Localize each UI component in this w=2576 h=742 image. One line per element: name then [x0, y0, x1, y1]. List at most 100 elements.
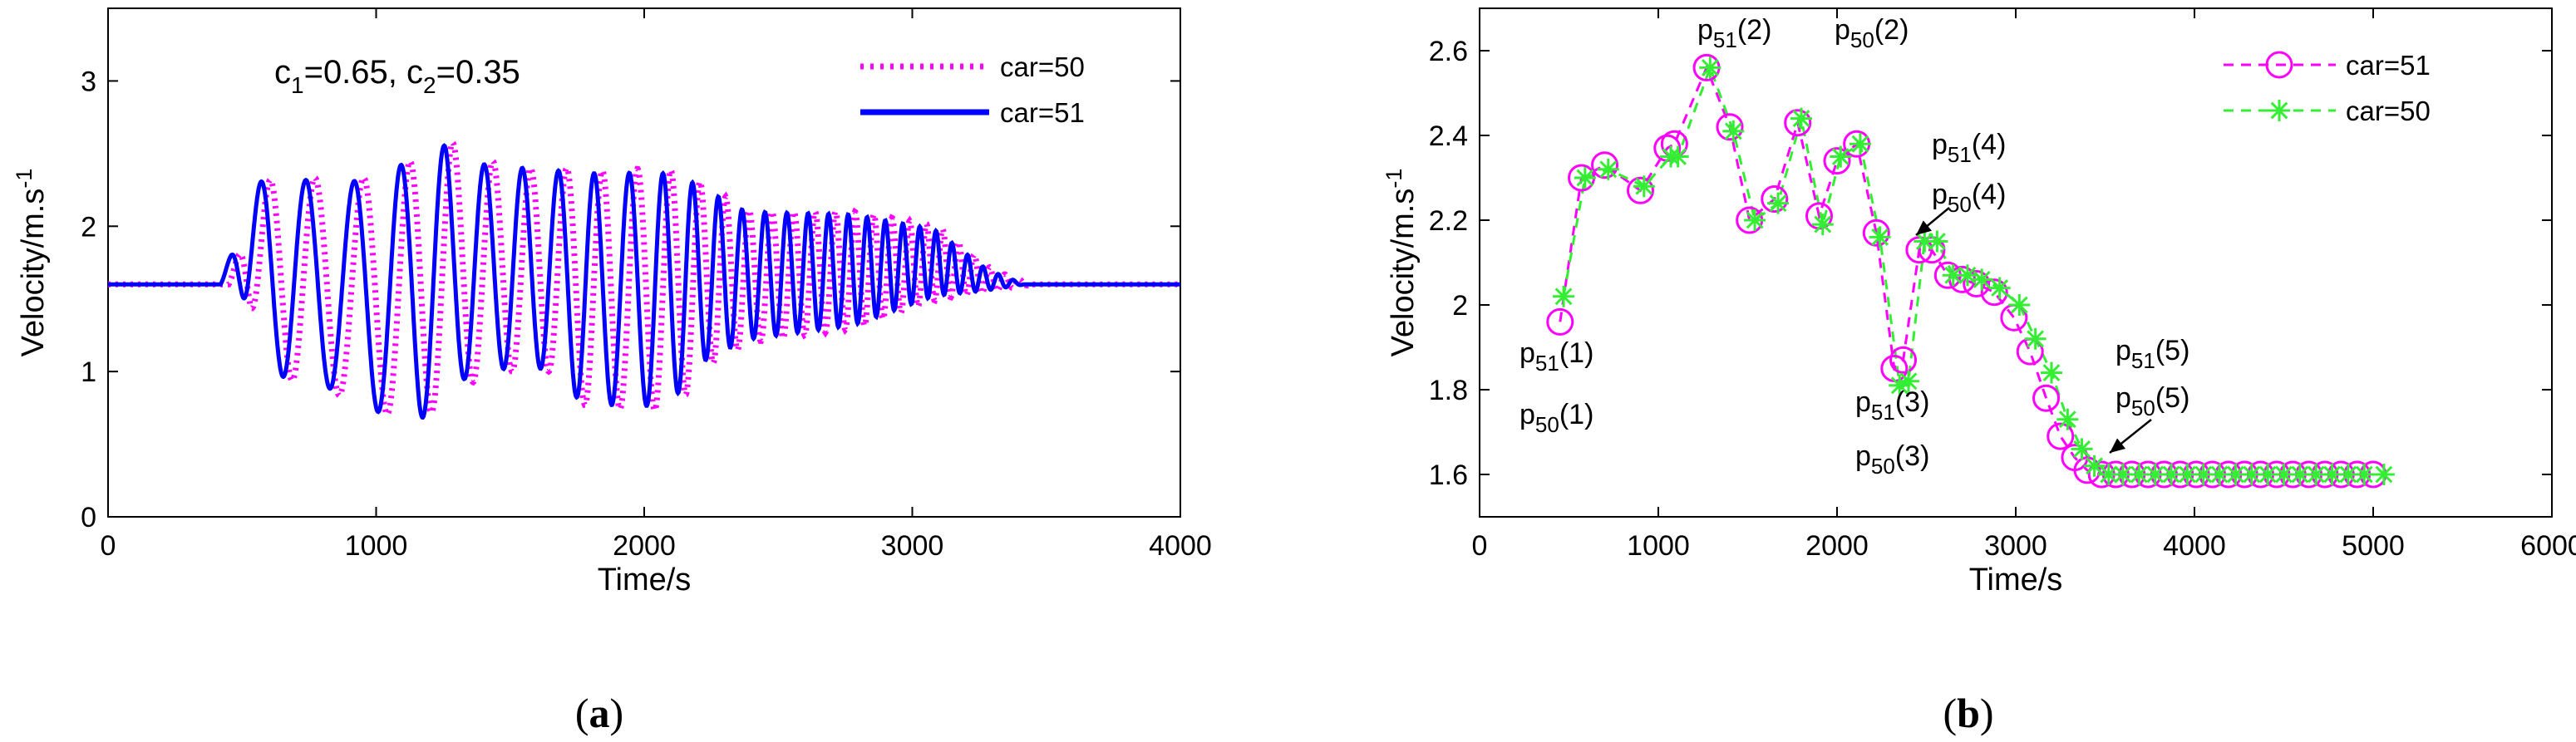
chart-b-point-car-50	[1699, 57, 1721, 79]
chart-b-ylabel: Velocity/m.s-1	[1382, 169, 1421, 357]
chart-b-point-car-51	[2032, 384, 2061, 412]
chart-a-xtick-label: 2000	[613, 530, 676, 562]
chart-b-point-car-50	[2209, 464, 2231, 485]
chart-b-point-car-51	[1862, 219, 1890, 247]
chart-b-point-car-50	[1722, 120, 1745, 142]
chart-b-point-car-50	[2071, 438, 2093, 460]
chart-b-point-car-51	[1591, 151, 1618, 179]
chart-b-point-car-50	[2144, 464, 2166, 485]
chart-b-point-car-50	[2056, 408, 2079, 430]
chart-b-ytick-label: 2.6	[1429, 36, 1468, 67]
chart-b-point-car-50	[1830, 145, 1852, 168]
chart-b-xtick-label: 0	[1472, 530, 1488, 562]
chart-b-annotation-label: p51(3)	[1855, 386, 1929, 425]
chart-b-point-car-51	[1823, 147, 1851, 175]
chart-a-series-car-51	[108, 143, 1180, 420]
chart-b-point-car-51	[1784, 109, 1812, 137]
chart-b: 0 1000 2000 3000 4000 5000 6000 1.6 1.8 2 2.2 2.4 2…	[1382, 7, 2576, 736]
chart-a-xtick-label: 3000	[881, 530, 944, 562]
chart-b-point-car-50	[1956, 264, 1978, 287]
chart-b-frame	[1479, 7, 2553, 518]
legend-b-car51-label: car=51	[2346, 50, 2431, 81]
legend-b-car51-marker	[2265, 51, 2293, 79]
chart-a-ytick-label: 0	[81, 502, 96, 533]
chart-b-point-car-50	[1988, 277, 2011, 299]
chart-b-ytick-label: 2	[1452, 290, 1468, 322]
chart-b-xlabel: Time/s	[1969, 563, 2063, 597]
chart-a-frame	[107, 7, 1181, 518]
chart-b-point-car-50	[1926, 230, 1948, 253]
chart-b-annotation-label: p51(5)	[2115, 335, 2189, 373]
chart-b-point-car-50	[1811, 214, 1834, 236]
chart-b-point-car-50	[2372, 464, 2395, 485]
chart-a-ytick-label: 2	[81, 211, 96, 243]
chart-b-point-car-51	[1546, 307, 1574, 336]
chart-b-point-car-50	[2128, 464, 2150, 485]
chart-b-annotation-arrowhead	[1916, 220, 1932, 235]
chart-b-xtick-label: 3000	[1984, 530, 2047, 562]
chart-b-xtick-label: 5000	[2342, 530, 2405, 562]
chart-a-xtick-label: 1000	[345, 530, 408, 562]
chart-b-annotation-label: p50(5)	[2115, 382, 2189, 420]
chart-a-caption: (a)	[575, 690, 623, 736]
chart-b-point-car-50	[1574, 167, 1596, 189]
chart-b-point-car-51	[1980, 278, 2008, 307]
chart-b-point-car-50	[2176, 464, 2199, 485]
chart-a-xtick-label: 4000	[1149, 530, 1212, 562]
chart-b-annotation-arrowhead	[2110, 438, 2126, 453]
chart-b-point-car-50	[1667, 145, 1689, 168]
legend-b-car50-label: car=50	[2346, 96, 2431, 126]
chart-b-annotation-label: p51(2)	[1697, 14, 1771, 52]
chart-b-point-car-50	[1597, 158, 1619, 180]
chart-b-caption: (b)	[1943, 690, 1993, 736]
chart-b-point-car-51	[1889, 346, 1918, 374]
chart-b-point-car-51	[1716, 113, 1744, 141]
chart-b-point-car-50	[1898, 370, 1919, 392]
chart-b-point-car-50	[2041, 361, 2062, 384]
legend-b-car50-marker	[2268, 100, 2290, 121]
chart-b-point-car-50	[1553, 285, 1575, 307]
chart-b-point-car-50	[1790, 107, 1812, 130]
chart-a-ylabel: Velocity/m.s-1	[12, 169, 51, 357]
chart-b-point-car-50	[2112, 464, 2134, 485]
chart-a-ytick-label: 1	[81, 356, 96, 388]
chart-b-point-car-50	[2305, 464, 2327, 485]
chart-b-ytick-label: 1.8	[1429, 375, 1468, 406]
chart-b-point-car-50	[1633, 175, 1655, 198]
chart-b-annotation-label: p50(3)	[1855, 440, 1929, 479]
chart-b-annotation-label: p50(2)	[1835, 14, 1909, 52]
chart-b-ytick-label: 2.4	[1429, 120, 1468, 152]
chart-a-ytick-label: 3	[81, 66, 96, 97]
legend-b-star	[2268, 100, 2290, 121]
chart-b-series-car-50	[1562, 64, 2384, 476]
chart-b-annotation-label: p51(1)	[1519, 337, 1593, 376]
chart-b-annotation-label: p51(4)	[1932, 129, 2006, 167]
chart-a-xlabel: Time/s	[598, 563, 692, 597]
legend-a-car51-label: car=51	[1000, 97, 1085, 128]
chart-b-point-car-50	[2024, 327, 2047, 350]
chart-b-xtick-label: 6000	[2520, 530, 2576, 562]
chart-b-point-car-50	[1869, 226, 1891, 248]
chart-b-point-car-50	[2353, 464, 2376, 485]
chart-b-annotation-label: p50(4)	[1932, 179, 2006, 217]
chart-b-ytick-label: 2.2	[1429, 205, 1468, 237]
chart-b-point-car-50	[2008, 294, 2031, 316]
chart-b-xtick-label: 1000	[1627, 530, 1690, 562]
chart-b-xtick-label: 4000	[2163, 530, 2226, 562]
chart-b-annotation-label: p50(1)	[1519, 399, 1593, 437]
chart-b-point-car-50	[2288, 464, 2311, 485]
chart-b-point-car-50	[1849, 133, 1871, 155]
chart-b-point-car-50	[1971, 268, 1993, 291]
chart-b-point-car-50	[2083, 455, 2106, 477]
chart-a-annotation: c1=0.65, c2=0.35	[274, 54, 520, 98]
chart-b-point-car-51	[2047, 422, 2075, 450]
chart-b-point-car-51	[1963, 270, 1991, 297]
chart-b-xtick-label: 2000	[1805, 530, 1869, 562]
chart-a-xtick-label: 0	[101, 530, 116, 562]
chart-b-point-car-50	[1744, 209, 1766, 231]
chart-b-point-car-51	[1761, 185, 1789, 213]
chart-b-ytick-label: 1.6	[1429, 459, 1468, 491]
chart-b-point-car-51	[1627, 176, 1654, 204]
